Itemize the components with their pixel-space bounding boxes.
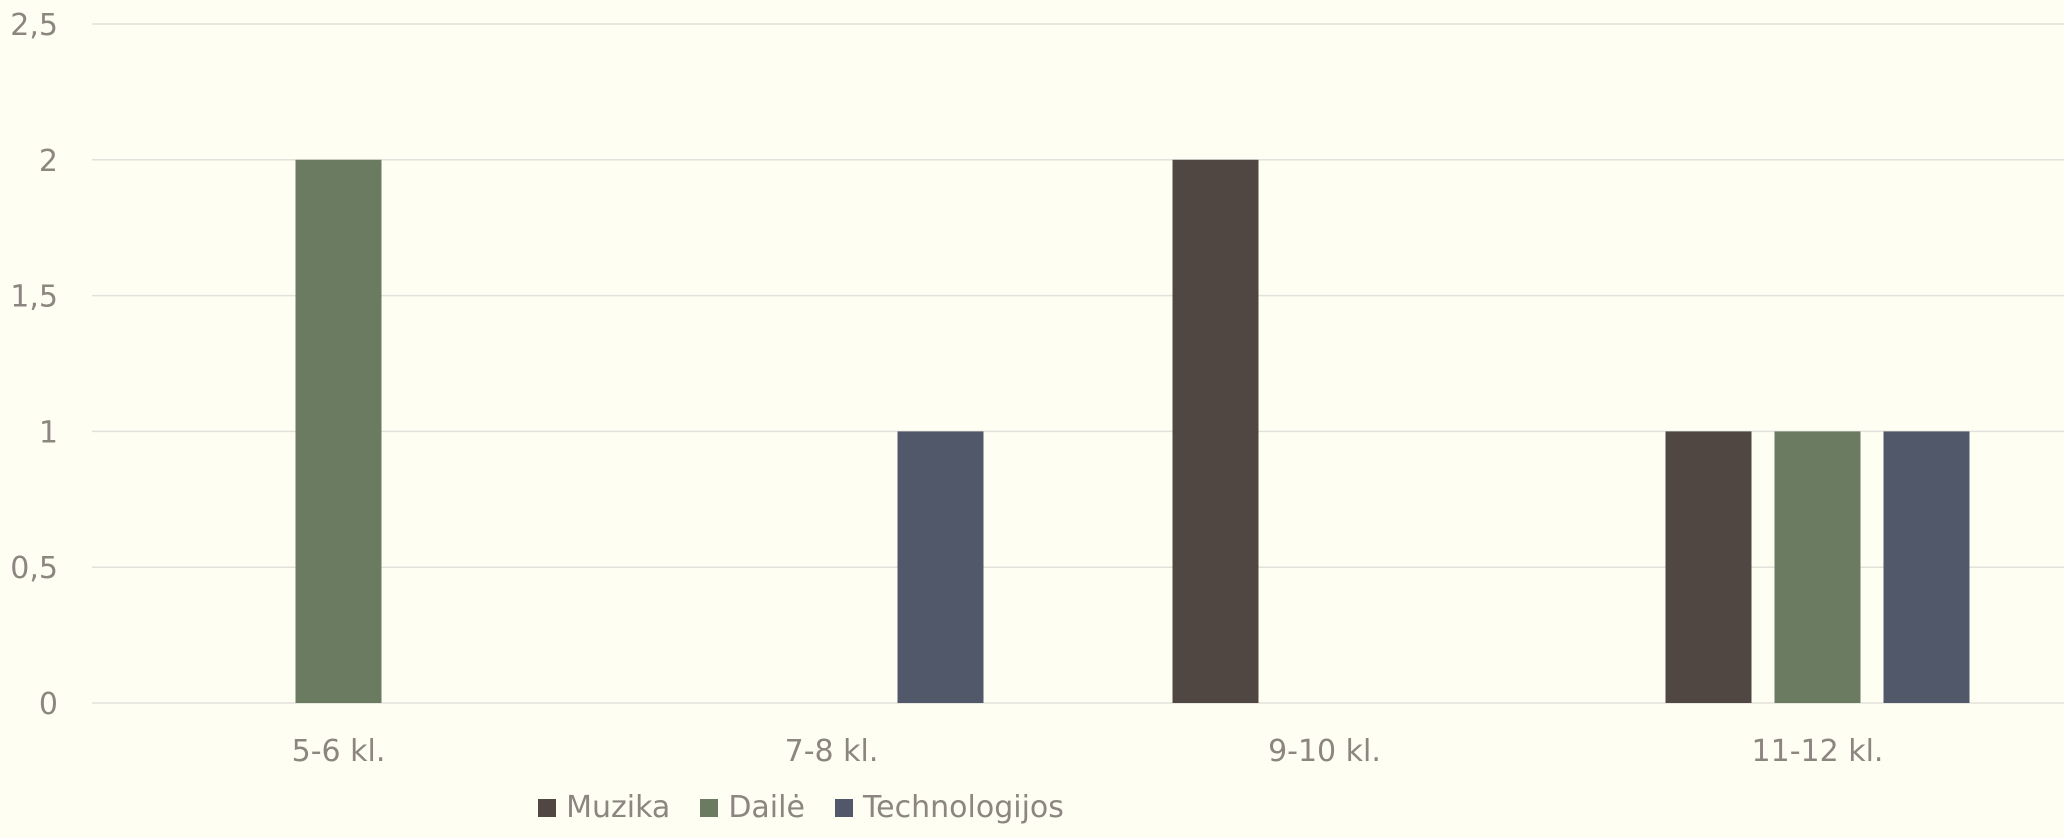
- gridlines: [92, 23, 2064, 704]
- legend-item-daile: Dailė: [700, 790, 805, 825]
- x-tick-label: 9-10 kl.: [1268, 734, 1381, 769]
- legend-label-technologijos: Technologijos: [862, 790, 1064, 825]
- y-tick-label: 1: [39, 415, 58, 450]
- bars: [295, 159, 1970, 704]
- y-tick-label: 0: [39, 687, 58, 722]
- x-tick-label: 11-12 kl.: [1752, 734, 1884, 769]
- bar-technologijos: [1883, 431, 1970, 703]
- legend-item-muzika: Muzika: [538, 790, 670, 825]
- bar-muzika: [1172, 159, 1259, 704]
- legend-label-muzika: Muzika: [566, 790, 671, 825]
- x-tick-label: 7-8 kl.: [785, 734, 879, 769]
- legend-swatch-muzika: [538, 798, 557, 817]
- x-axis-ticks: 5-6 kl. 7-8 kl. 9-10 kl. 11-12 kl.: [292, 734, 1884, 769]
- bar-dail-: [295, 159, 382, 704]
- y-tick-label: 2: [39, 144, 58, 179]
- legend-swatch-daile: [700, 798, 719, 817]
- y-axis-ticks: 0 0,5 1 1,5 2 2,5: [10, 8, 58, 722]
- bar-dail-: [1774, 431, 1861, 703]
- bar-technologijos: [897, 431, 984, 703]
- legend-swatch-technologijos: [834, 798, 853, 817]
- legend-label-daile: Dailė: [728, 790, 805, 825]
- legend-item-technologijos: Technologijos: [834, 790, 1064, 825]
- bar-muzika: [1665, 431, 1752, 703]
- x-tick-label: 5-6 kl.: [292, 734, 386, 769]
- y-tick-label: 2,5: [10, 8, 58, 43]
- y-tick-label: 0,5: [10, 551, 58, 586]
- y-tick-label: 1,5: [10, 280, 58, 315]
- legend: Muzika Dailė Technologijos: [0, 790, 1602, 825]
